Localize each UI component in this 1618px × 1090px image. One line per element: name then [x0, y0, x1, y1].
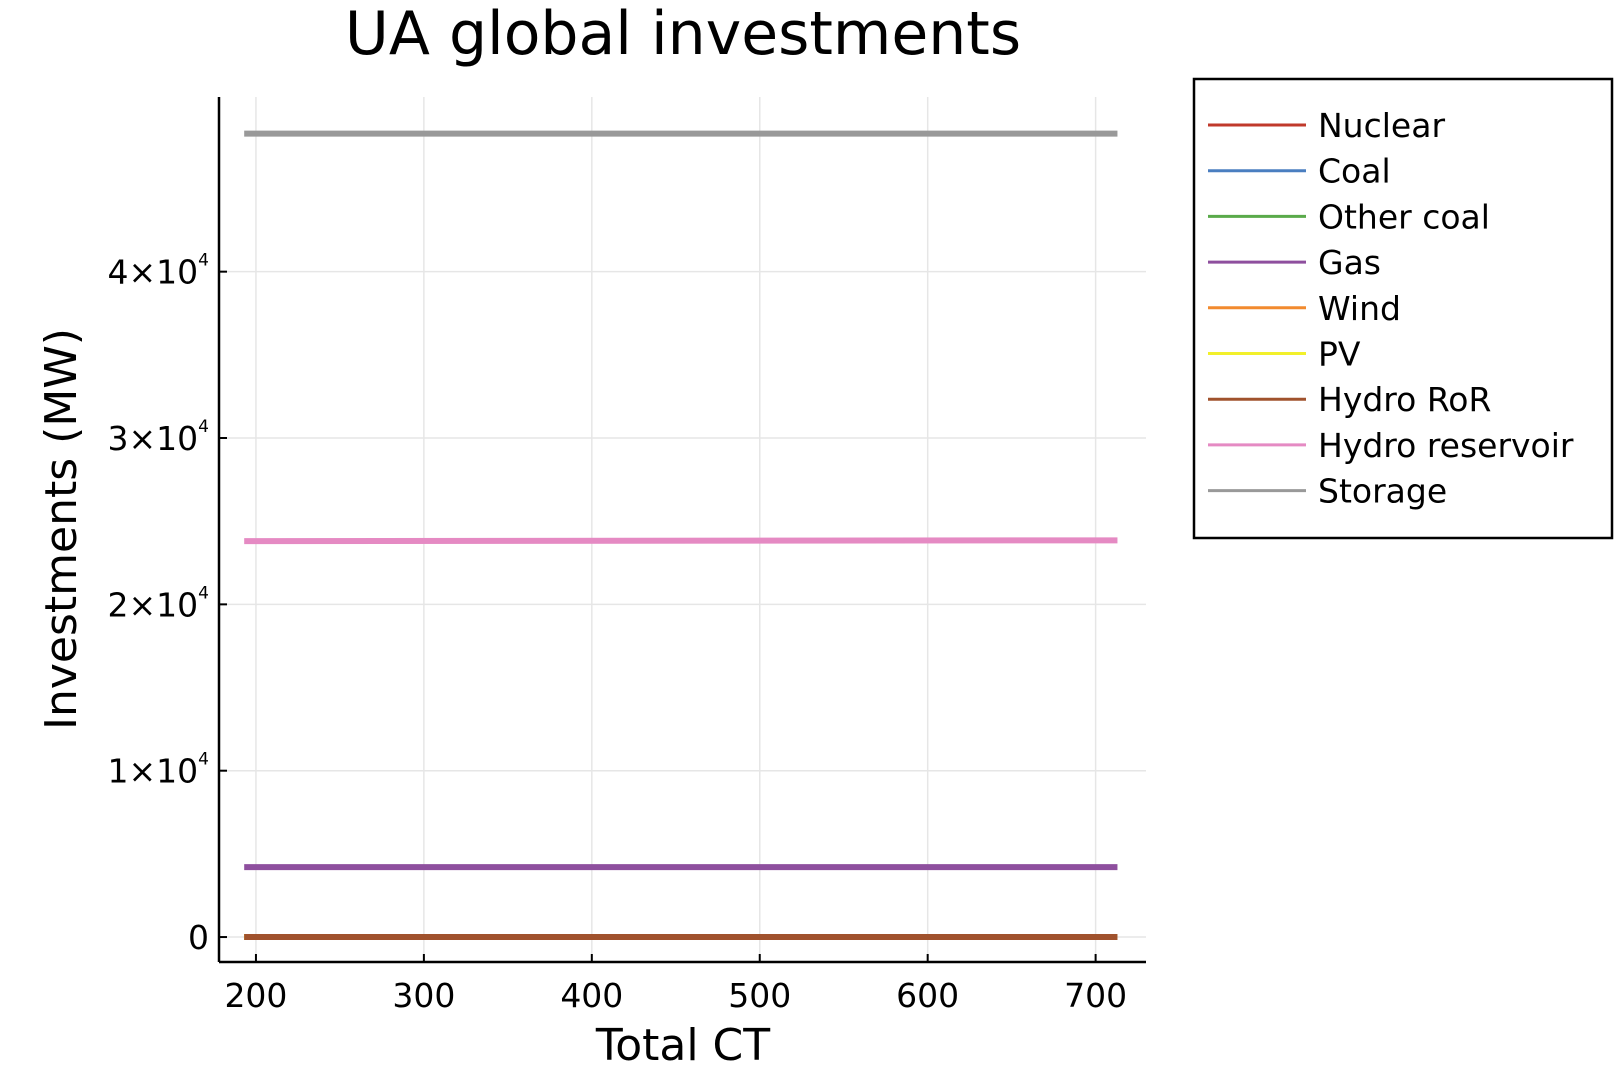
legend-label: Storage — [1318, 472, 1447, 511]
x-tick-label: 400 — [560, 976, 623, 1015]
legend: Nuclear Coal Other coal Gas Wind PV Hydro RoR H… — [1192, 77, 1614, 540]
y-tick-label: 2×104 — [108, 583, 209, 624]
x-tick-label: 500 — [728, 976, 791, 1015]
plot-series — [244, 130, 1118, 941]
x-axis-label: Total CT — [595, 1020, 770, 1071]
legend-label: Hydro reservoir — [1318, 426, 1574, 465]
x-tick-label: 700 — [1064, 976, 1127, 1015]
legend-label: Coal — [1318, 152, 1391, 191]
series-line-hydro-reservoir — [244, 537, 1118, 545]
y-tick-label: 0 — [188, 918, 209, 957]
x-tick-label: 200 — [224, 976, 287, 1015]
y-tick-label: 3×104 — [108, 417, 209, 458]
legend-label: Hydro RoR — [1318, 380, 1491, 419]
grid — [219, 97, 1146, 962]
legend-label: Nuclear — [1318, 106, 1445, 145]
y-tick-labels: 0 1×104 2×104 3×104 4×104 — [108, 251, 227, 957]
y-tick-label: 1×104 — [108, 750, 209, 791]
legend-label: PV — [1318, 335, 1361, 374]
y-axis-label: Investments (MW) — [36, 328, 87, 730]
legend-label: Wind — [1318, 289, 1401, 328]
x-tick-label: 600 — [896, 976, 959, 1015]
legend-label: Gas — [1318, 243, 1381, 282]
legend-label: Other coal — [1318, 197, 1490, 236]
y-tick-label: 4×104 — [108, 251, 209, 292]
x-tick-labels: 200 300 400 500 600 700 — [224, 954, 1127, 1015]
chart-title: UA global investments — [345, 0, 1021, 69]
x-tick-label: 300 — [392, 976, 455, 1015]
